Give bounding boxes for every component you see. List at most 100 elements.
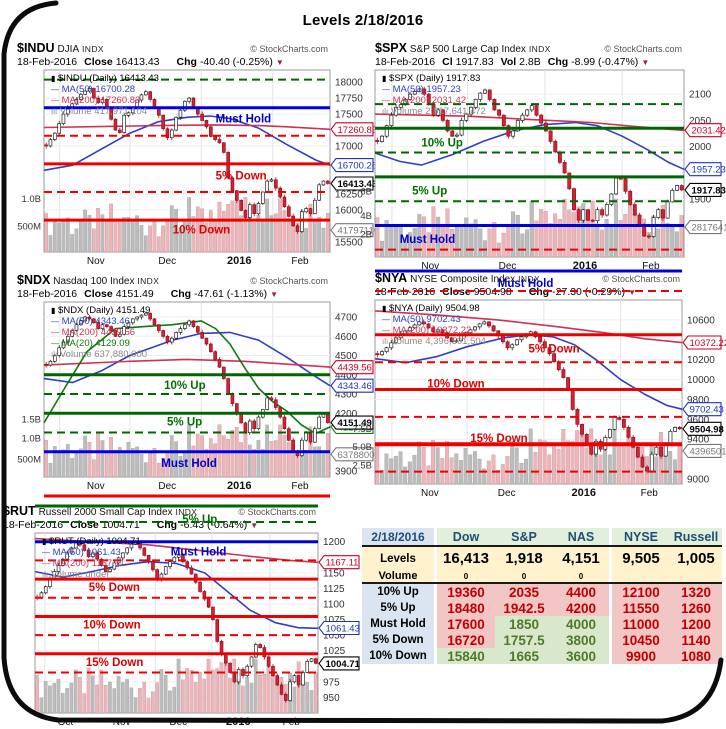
chart-close: 4151.49 xyxy=(116,288,154,300)
svg-text:1.0B: 1.0B xyxy=(21,434,41,445)
svg-text:Dec: Dec xyxy=(498,488,516,499)
table-cell: 9900 xyxy=(612,648,670,664)
table-col-header-sp: S&P xyxy=(495,528,553,545)
table-cell: 11000 xyxy=(612,616,670,632)
table-cell: 1320 xyxy=(670,584,722,600)
chart-change: -47.61 (-1.13%) xyxy=(194,288,267,300)
chart-spx: $SPX S&P 500 Large Cap Index INDX © Stoc… xyxy=(362,40,726,273)
chart-header: $NDX Nasdaq 100 Index INDX © StockCharts… xyxy=(14,274,378,288)
table-cell: 1140 xyxy=(670,632,722,648)
svg-text:▮ $SPX (Daily) 1917.83: ▮ $SPX (Daily) 1917.83 xyxy=(382,73,480,84)
stockcharts-credit: © StockCharts.com xyxy=(604,43,682,55)
svg-text:10% Down: 10% Down xyxy=(173,225,231,237)
svg-text:— MA(50) 4343.46: — MA(50) 4343.46 xyxy=(51,316,130,327)
table-cell: 10450 xyxy=(612,632,670,648)
svg-text:1200: 1200 xyxy=(323,537,346,548)
svg-text:10200: 10200 xyxy=(687,355,715,366)
svg-text:16000: 16000 xyxy=(335,205,363,216)
svg-text:5% Up: 5% Up xyxy=(167,416,202,428)
svg-text:975: 975 xyxy=(323,677,340,688)
svg-text:Must Hold: Must Hold xyxy=(161,458,217,470)
table-col-header-nas: NAS xyxy=(553,528,609,545)
svg-text:Feb: Feb xyxy=(291,256,309,267)
svg-text:Nov: Nov xyxy=(87,256,105,267)
svg-text:Nov: Nov xyxy=(421,488,439,499)
chart-close: 16413.43 xyxy=(116,56,160,68)
svg-text:2000: 2000 xyxy=(689,142,712,153)
svg-text:500M: 500M xyxy=(17,455,41,466)
table-cell: 4000 xyxy=(553,616,609,632)
chart-date: 18-Feb-2016 xyxy=(3,519,63,531)
svg-text:16250: 16250 xyxy=(335,189,363,200)
table-cell: 3800 xyxy=(553,632,609,648)
svg-text:▮ $NDX (Daily) 4151.49: ▮ $NDX (Daily) 4151.49 xyxy=(51,305,150,316)
chart-name: S&P 500 Large Cap Index xyxy=(410,44,526,55)
stockcharts-credit: © StockCharts.com xyxy=(250,43,328,55)
svg-text:— MA(20) 4129.09: — MA(20) 4129.09 xyxy=(51,338,130,349)
svg-text:1167.11: 1167.11 xyxy=(326,558,359,569)
table-cell xyxy=(670,570,722,582)
chart-volume: 2.8B xyxy=(519,56,541,68)
svg-text:1061.43: 1061.43 xyxy=(326,624,360,635)
table-cell: 11550 xyxy=(612,600,670,616)
chart-symbol: $SPX xyxy=(375,41,407,55)
svg-text:9504.98: 9504.98 xyxy=(690,424,724,435)
chart-name: DJIA xyxy=(57,44,79,55)
table-date-cell: 2/18/2016 xyxy=(362,528,434,545)
chart-suffix: INDX xyxy=(82,44,104,54)
svg-text:5% Down: 5% Down xyxy=(89,582,140,594)
svg-text:Must Hold: Must Hold xyxy=(171,547,227,559)
chart-date: 18-Feb-2016 xyxy=(375,56,435,68)
svg-text:Feb: Feb xyxy=(283,717,301,728)
svg-text:10% Up: 10% Up xyxy=(421,138,463,150)
table-cell: 18480 xyxy=(437,600,495,616)
table-cell: 0 xyxy=(553,570,609,582)
down-arrow-icon: ▼ xyxy=(641,58,649,67)
chart-date: 18-Feb-2016 xyxy=(17,56,77,68)
svg-text:ılı Volume undef: ılı Volume undef xyxy=(42,569,109,580)
svg-text:15% Down: 15% Down xyxy=(470,433,528,445)
svg-text:10% Up: 10% Up xyxy=(164,380,206,392)
svg-text:— MA(200) 10372.22: — MA(200) 10372.22 xyxy=(382,325,471,336)
svg-text:10000: 10000 xyxy=(687,375,715,386)
table-row-label: Levels xyxy=(362,547,434,570)
table-col-header-russell: Russell xyxy=(670,528,722,545)
chart-header: $NYA NYSE Composite Index INDX © StockCh… xyxy=(362,272,726,286)
table-row-label: 5% Up xyxy=(362,600,434,616)
table-cell: 12100 xyxy=(612,584,670,600)
table-cell: 4200 xyxy=(553,600,609,616)
svg-text:10372.22: 10372.22 xyxy=(690,338,726,349)
svg-text:5% Up: 5% Up xyxy=(412,185,447,197)
svg-text:2031.42: 2031.42 xyxy=(692,126,726,137)
chart-header: $SPX S&P 500 Large Cap Index INDX © Stoc… xyxy=(362,42,726,56)
table-cell: 1665 xyxy=(495,648,553,664)
chart-rut: $RUT Russell 2000 Small Cap Index INDX ©… xyxy=(0,492,364,729)
svg-text:Oct: Oct xyxy=(58,717,74,728)
svg-text:Dec: Dec xyxy=(169,717,187,728)
table-cell: 0 xyxy=(495,570,553,582)
table-cell: 19360 xyxy=(437,584,495,600)
stockcharts-credit: © StockCharts.com xyxy=(602,273,680,285)
svg-text:2016: 2016 xyxy=(226,716,250,728)
chart-suffix: INDX xyxy=(529,44,551,54)
svg-text:— MA(200) 17260.83: — MA(200) 17260.83 xyxy=(51,95,140,106)
svg-text:Feb: Feb xyxy=(641,488,659,499)
table-cell: 9,505 xyxy=(612,547,670,570)
svg-text:1150: 1150 xyxy=(323,568,345,579)
svg-text:15500: 15500 xyxy=(335,237,363,248)
svg-text:Dec: Dec xyxy=(158,481,176,492)
table-cell: 1757.5 xyxy=(495,632,553,648)
chart-symbol: $NDX xyxy=(17,273,50,287)
svg-text:— MA(200) 2031.42: — MA(200) 2031.42 xyxy=(382,95,466,106)
svg-text:15% Down: 15% Down xyxy=(86,657,144,669)
chart-ndx: $NDX Nasdaq 100 Index INDX © StockCharts… xyxy=(14,272,378,493)
